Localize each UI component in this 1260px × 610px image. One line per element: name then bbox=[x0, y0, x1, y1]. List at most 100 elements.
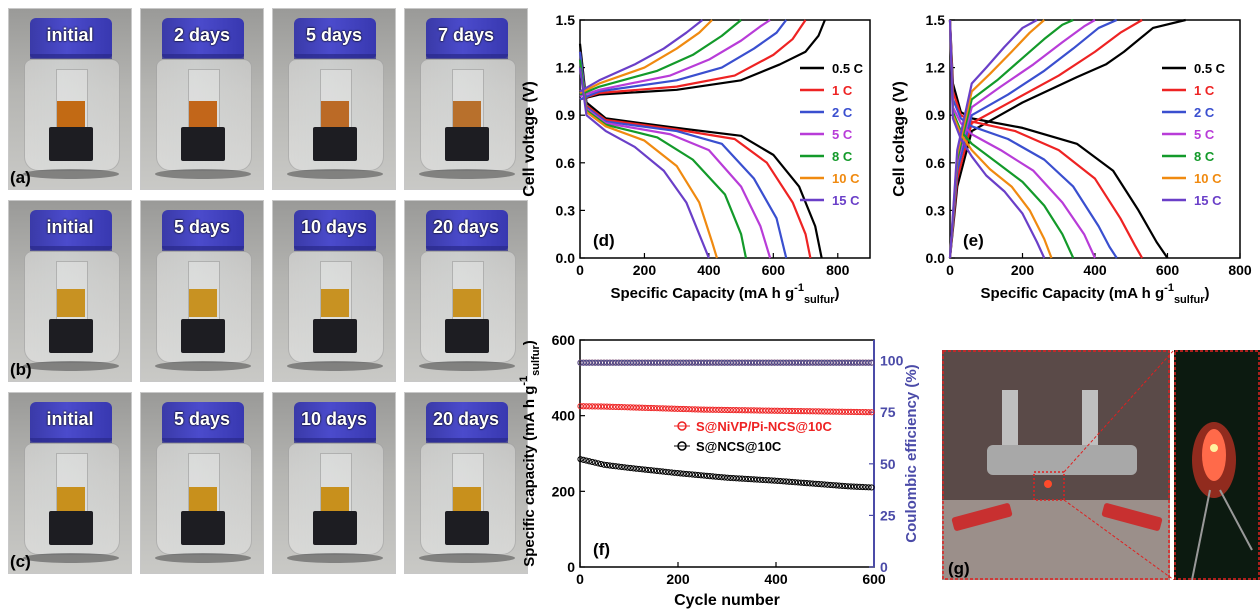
data-point bbox=[597, 359, 605, 366]
x-tick-label: 600 bbox=[862, 571, 886, 587]
data-point bbox=[783, 359, 790, 366]
series-discharge-line bbox=[578, 59, 748, 259]
vial-cap bbox=[30, 210, 112, 250]
data-point bbox=[830, 359, 837, 366]
series-charge-line bbox=[948, 19, 1096, 259]
y-tick-label: 0.9 bbox=[556, 107, 576, 123]
data-point bbox=[618, 463, 625, 471]
data-point bbox=[642, 359, 649, 366]
data-point bbox=[677, 359, 684, 366]
vial-liquid bbox=[453, 289, 481, 317]
data-point bbox=[756, 407, 763, 414]
data-point bbox=[689, 471, 696, 478]
panel-label-c: (c) bbox=[10, 552, 31, 571]
legend-label: 15 C bbox=[1194, 193, 1222, 208]
data-point bbox=[618, 359, 625, 366]
data-point bbox=[806, 480, 813, 487]
data-point bbox=[815, 408, 822, 415]
data-point bbox=[659, 468, 666, 475]
data-point bbox=[762, 359, 769, 366]
data-point bbox=[797, 359, 805, 366]
data-point bbox=[703, 359, 711, 366]
data-point bbox=[792, 359, 799, 366]
data-point bbox=[630, 465, 637, 472]
vial-liquid bbox=[321, 487, 349, 515]
x-tick-label: 200 bbox=[666, 571, 690, 587]
vial-capline bbox=[426, 246, 508, 251]
data-point bbox=[739, 359, 746, 366]
data-point bbox=[844, 408, 852, 415]
data-point bbox=[830, 359, 837, 366]
data-point bbox=[812, 359, 819, 366]
data-point bbox=[747, 359, 755, 366]
data-point bbox=[639, 466, 646, 473]
data-point bbox=[659, 359, 666, 366]
data-point bbox=[742, 359, 749, 366]
data-point bbox=[609, 359, 616, 366]
photo-g-led-demo: (g) bbox=[942, 350, 1260, 580]
vial-time-label: initial bbox=[46, 409, 94, 429]
vial-photo: 5 days bbox=[140, 200, 264, 382]
data-point bbox=[756, 359, 763, 366]
data-point bbox=[850, 408, 858, 416]
data-point bbox=[806, 408, 813, 415]
data-point bbox=[703, 472, 711, 479]
data-point bbox=[597, 460, 605, 468]
data-point bbox=[815, 359, 822, 366]
data-point bbox=[744, 359, 752, 366]
data-point bbox=[797, 479, 805, 486]
data-point bbox=[765, 359, 772, 366]
data-point bbox=[692, 359, 699, 366]
data-point bbox=[780, 359, 787, 366]
data-point bbox=[586, 359, 593, 366]
data-point bbox=[821, 359, 828, 366]
vial-shadow bbox=[155, 169, 251, 179]
data-point bbox=[736, 359, 743, 366]
data-point bbox=[721, 359, 728, 366]
vial-block bbox=[181, 319, 225, 353]
vial-capline bbox=[162, 246, 244, 251]
data-point bbox=[827, 359, 834, 366]
data-point bbox=[744, 359, 752, 366]
data-point bbox=[683, 359, 690, 366]
data-point bbox=[833, 359, 840, 366]
data-point bbox=[718, 406, 725, 414]
vial-time-label: 10 days bbox=[300, 217, 368, 237]
data-point bbox=[600, 461, 608, 468]
data-point bbox=[580, 403, 587, 410]
data-point bbox=[659, 359, 666, 366]
data-point bbox=[853, 483, 860, 490]
data-point bbox=[642, 359, 649, 366]
data-point bbox=[736, 359, 743, 366]
plot-frame bbox=[949, 19, 1241, 259]
data-point bbox=[686, 359, 693, 366]
data-point bbox=[821, 481, 828, 488]
data-point bbox=[689, 359, 696, 366]
vial-block bbox=[49, 511, 93, 545]
data-point bbox=[862, 484, 869, 491]
data-point bbox=[697, 359, 705, 366]
data-point bbox=[627, 404, 634, 411]
vial-cap bbox=[294, 18, 376, 58]
vial-liquid bbox=[189, 487, 217, 515]
data-point bbox=[621, 464, 628, 471]
data-point bbox=[750, 476, 758, 483]
vial-photo: initial bbox=[8, 200, 132, 382]
y-tick-label: 0.6 bbox=[556, 155, 576, 171]
panel-label-f: (f) bbox=[593, 540, 610, 559]
vial-block bbox=[313, 127, 357, 161]
chart-f-cycling: 0 200 400 60002004006000255075100S@NiVP/Pi-… bbox=[518, 332, 920, 609]
series-charge-line bbox=[579, 19, 826, 101]
data-point bbox=[744, 475, 752, 483]
legend-label: 10 C bbox=[1194, 171, 1222, 186]
series-discharge-line bbox=[578, 51, 788, 259]
data-point bbox=[715, 359, 722, 366]
data-point bbox=[577, 456, 584, 463]
data-point bbox=[680, 359, 687, 366]
data-point bbox=[868, 484, 875, 491]
x-axis-label: Specific Capacity (mA h g-1sulfur) bbox=[611, 282, 840, 306]
data-point bbox=[844, 359, 852, 366]
panel-label-g: (g) bbox=[948, 559, 970, 578]
data-point bbox=[847, 359, 855, 366]
zoom-inset-frame bbox=[1174, 350, 1260, 580]
